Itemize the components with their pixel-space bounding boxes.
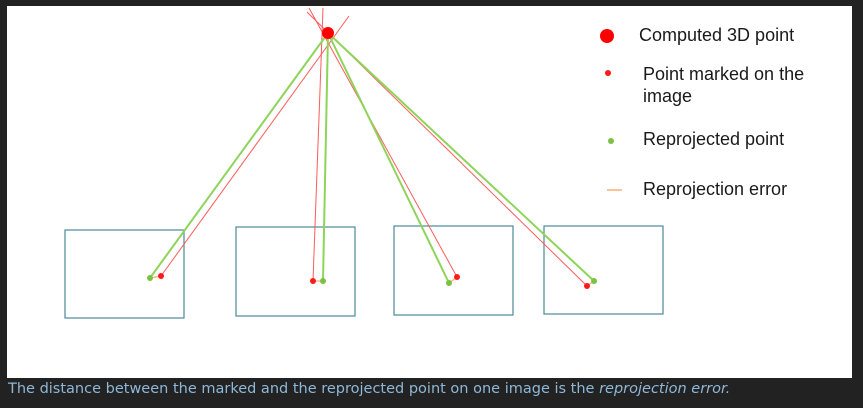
legend-computed-point-label: Computed 3D point — [639, 25, 795, 45]
image-frame-1 — [64, 229, 185, 319]
marked-point-1 — [158, 273, 164, 279]
reprojected-point-1 — [147, 275, 153, 281]
computed-3d-point — [322, 27, 334, 39]
reprojected-rays — [149, 32, 595, 284]
legend-marked-point-label-line2: image — [643, 86, 693, 106]
marked-ray-1 — [160, 15, 350, 277]
caption-text: The distance between the marked and the … — [8, 381, 600, 397]
marked-point-3 — [454, 274, 460, 280]
legend-marked-point-icon — [605, 70, 611, 76]
reprojected-point-2 — [320, 278, 326, 284]
reprojected-ray-3 — [327, 32, 450, 284]
caption-emphasis: reprojection error. — [599, 381, 731, 397]
image-frame-4 — [543, 225, 664, 315]
image-frame-2 — [235, 226, 356, 317]
reprojected-point-3 — [446, 280, 452, 286]
image-frame-3 — [393, 225, 514, 316]
reprojected-ray-1 — [149, 32, 329, 279]
legend-marked-point-label-line1: Point marked on the — [643, 64, 805, 84]
marked-ray-2 — [312, 7, 324, 282]
reprojection-diagram: Computed 3D point Point marked on the im… — [7, 6, 852, 378]
marked-point-4 — [584, 283, 590, 289]
marked-point-2 — [310, 278, 316, 284]
legend-computed-point-icon — [600, 29, 614, 43]
marked-rays — [160, 7, 588, 287]
marked-ray-3 — [308, 7, 458, 278]
diagram-canvas — [64, 7, 664, 319]
figure-caption: The distance between the marked and the … — [8, 381, 858, 397]
legend-reprojected-point-icon — [608, 138, 614, 144]
marked-points — [158, 273, 590, 289]
reprojected-points — [147, 275, 597, 286]
reprojected-point-4 — [591, 278, 597, 284]
reprojection-error-segments — [149, 275, 595, 287]
legend-reprojected-point-label: Reprojected point — [643, 129, 785, 149]
reprojected-ray-4 — [327, 32, 595, 282]
reprojected-ray-2 — [322, 32, 329, 282]
legend-reprojection-error-label: Reprojection error — [643, 179, 788, 199]
